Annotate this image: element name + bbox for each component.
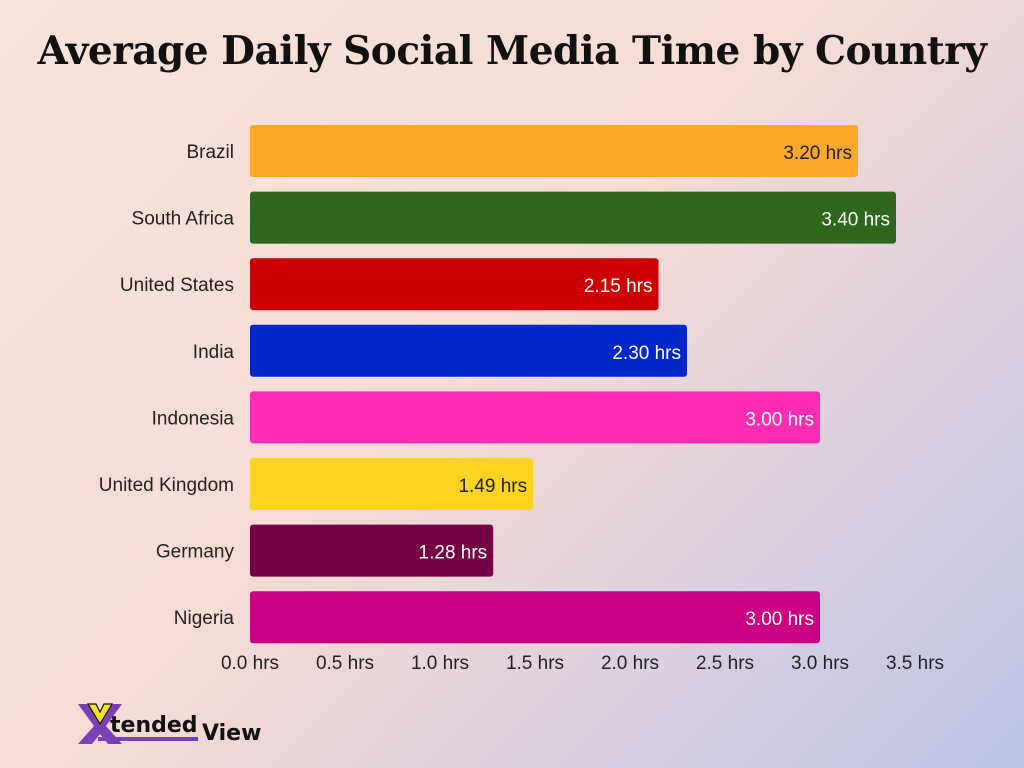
x-tick-label: 2.0 hrs (601, 653, 659, 674)
bar-south-africa (250, 191, 896, 244)
data-label: 3.40 hrs (821, 210, 890, 231)
x-tick-label: 2.5 hrs (696, 653, 754, 674)
data-label: 3.00 hrs (745, 409, 814, 430)
xtendedview-logo: tended View (78, 700, 268, 745)
x-tick-label: 1.5 hrs (506, 653, 564, 674)
category-label: Germany (156, 542, 235, 563)
data-label: 3.20 hrs (783, 143, 852, 164)
svg-text:View: View (202, 721, 261, 745)
category-label: United States (120, 275, 234, 296)
chart-title: Average Daily Social Media Time by Count… (37, 28, 987, 74)
data-label: 2.30 hrs (612, 343, 681, 364)
bar-united-states (250, 258, 659, 311)
x-tick-label: 0.0 hrs (221, 653, 279, 674)
bar-india (250, 324, 687, 377)
category-label: Nigeria (174, 608, 235, 629)
data-label: 2.15 hrs (584, 276, 653, 297)
data-label: 1.28 hrs (419, 543, 488, 564)
bar-brazil (250, 125, 858, 177)
data-label: 3.00 hrs (745, 609, 814, 630)
category-label: United Kingdom (99, 475, 234, 496)
category-label: South Africa (132, 209, 235, 230)
x-tick-label: 3.0 hrs (791, 653, 849, 674)
x-tick-label: 0.5 hrs (316, 653, 374, 674)
data-label: 1.49 hrs (458, 476, 527, 497)
category-label: Indonesia (152, 408, 235, 429)
x-tick-label: 3.5 hrs (886, 653, 944, 674)
svg-text:tended: tended (110, 713, 198, 738)
bar-indonesia (250, 391, 820, 444)
category-label: Brazil (186, 142, 234, 163)
bar-germany (250, 524, 494, 577)
bar-united-kingdom (250, 458, 534, 510)
category-label: India (193, 342, 235, 363)
x-tick-label: 1.0 hrs (411, 653, 469, 674)
bar-nigeria (250, 591, 820, 644)
